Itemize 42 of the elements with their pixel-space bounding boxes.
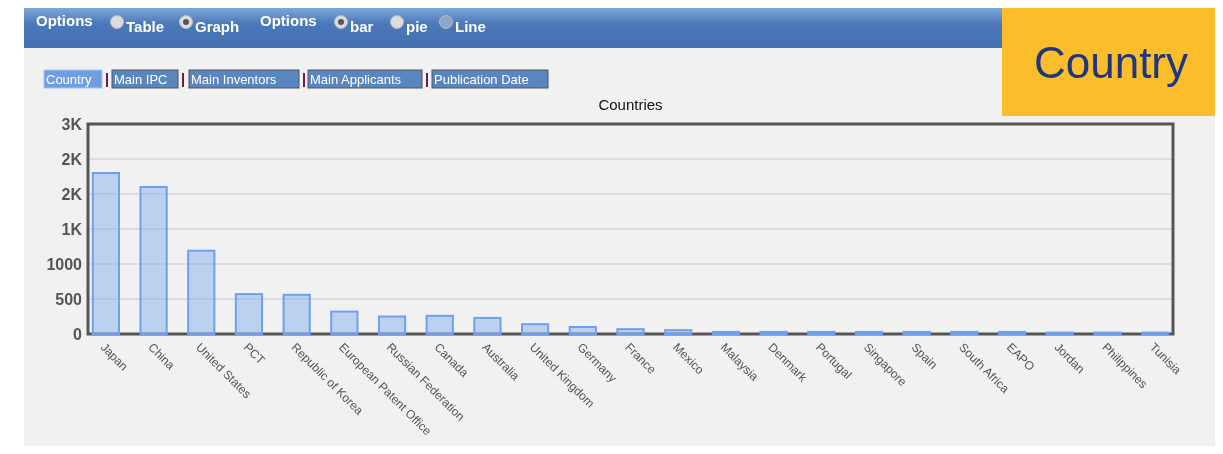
bar [711,330,740,335]
bar [807,330,836,335]
text: Table [126,18,165,35]
text: Main Applicants [310,72,402,87]
text: Country [1033,38,1189,87]
bar [664,329,693,335]
text: Options [260,12,317,29]
chart-title: Countries [598,96,663,113]
y-tick-label: 2K [61,185,83,203]
bar [950,330,979,335]
y-tick-label: 1000 [46,255,83,273]
bar [616,328,645,335]
bar [473,316,502,335]
text: Graph [195,18,240,35]
y-tick-label: 0 [73,325,83,343]
y-tick-label: 3K [61,115,83,133]
text: bar [350,18,374,35]
bar [568,326,597,335]
bar [282,293,311,335]
text: Publication Date [434,72,529,87]
bar [234,293,264,335]
bar [854,330,884,335]
bar [759,330,788,335]
bar [377,315,407,335]
text: Country [46,72,93,87]
bar [902,330,931,335]
bar [139,186,168,335]
bar [187,249,216,335]
x-tick-label: PCT [240,340,269,368]
bar [425,314,454,335]
bar [997,330,1027,335]
text: Line [455,18,486,35]
bar [91,172,120,335]
y-tick-label: 2K [61,150,83,168]
text: Main IPC [114,72,168,87]
y-tick-label: 1K [61,220,83,238]
text: Options [36,12,93,29]
bar [330,310,359,335]
bar [521,323,550,335]
text: Main Inventors [191,72,277,87]
text: pie [406,18,428,35]
y-tick-label: 500 [55,290,83,308]
